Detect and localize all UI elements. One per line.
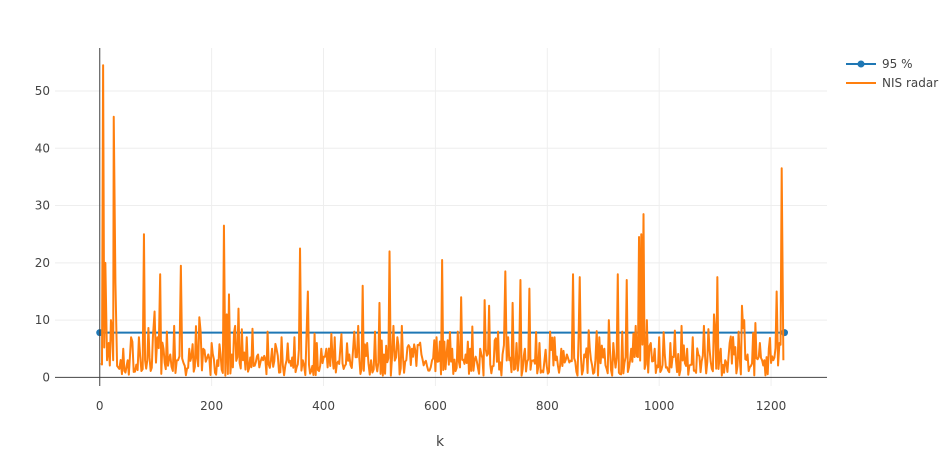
legend[interactable]: 95 % NIS radar — [846, 57, 938, 90]
legend-item[interactable]: NIS radar — [846, 76, 938, 90]
series-line-1[interactable] — [100, 64, 785, 377]
axes — [55, 48, 827, 386]
y-tick-label: 50 — [35, 84, 50, 98]
x-tick-label: 1200 — [756, 399, 787, 413]
series-layer — [96, 64, 788, 377]
x-tick-label: 400 — [312, 399, 335, 413]
x-tick-label: 1000 — [644, 399, 675, 413]
y-tick-label: 20 — [35, 256, 50, 270]
legend-item[interactable]: 95 % — [846, 57, 913, 71]
series-marker[interactable] — [780, 329, 788, 337]
y-tick-label: 10 — [35, 313, 50, 327]
grid — [55, 48, 827, 386]
x-tick-label: 0 — [96, 399, 104, 413]
x-tick-label: 800 — [536, 399, 559, 413]
legend-label: NIS radar — [882, 76, 938, 90]
legend-label: 95 % — [882, 57, 913, 71]
tick-labels: 0 200 400 600 800 1000 1200 0 10 20 30 40 50 — [35, 84, 787, 413]
x-tick-label: 600 — [424, 399, 447, 413]
y-tick-label: 40 — [35, 141, 50, 155]
y-tick-label: 30 — [35, 199, 50, 213]
x-tick-label: 200 — [200, 399, 223, 413]
y-tick-label: 0 — [42, 370, 50, 384]
x-axis-title: k — [436, 434, 445, 450]
legend-marker — [857, 60, 865, 68]
